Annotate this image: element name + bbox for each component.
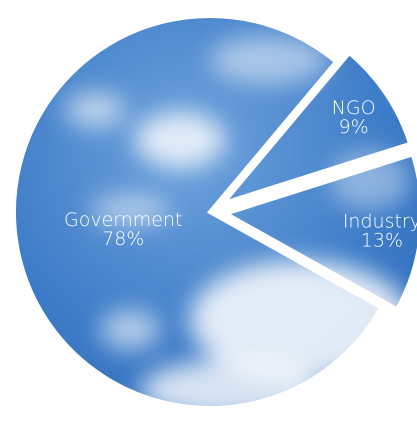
slice-label: Government 78% — [64, 209, 183, 250]
slices — [12, 14, 417, 410]
slice-value: 13% — [361, 230, 403, 252]
slice-label: Industry 13% — [343, 211, 417, 252]
slice-name: NGO — [332, 97, 376, 119]
pie-slice — [220, 151, 417, 312]
labels: Government 78% NGO 9% Industry 13% — [64, 97, 417, 252]
pie-slice — [217, 50, 413, 208]
slice-label: NGO 9% — [332, 97, 376, 138]
slice-name: Industry — [343, 211, 417, 233]
slice-value: 78% — [102, 228, 144, 250]
slice-name: Government — [64, 209, 183, 231]
slice-value: 9% — [339, 116, 369, 138]
pie-slice — [12, 14, 384, 410]
